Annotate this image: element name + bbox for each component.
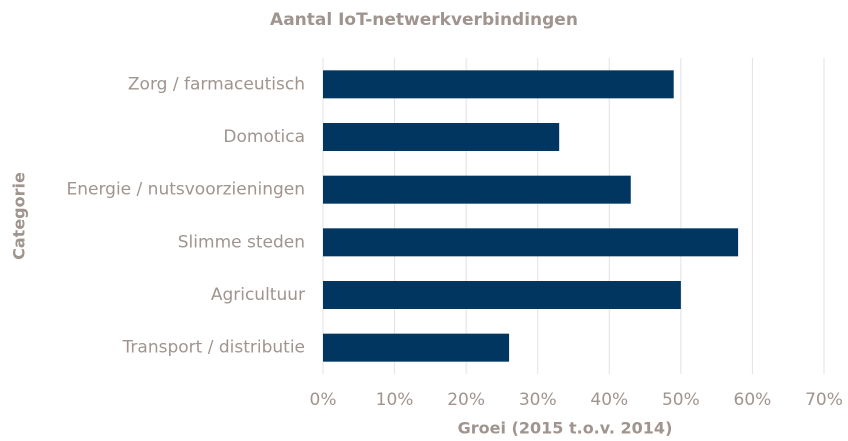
chart-title: Aantal IoT-netwerkverbindingen: [270, 10, 578, 30]
x-tick-label: 20%: [447, 390, 485, 410]
y-tick-label: Domotica: [223, 127, 305, 147]
x-axis-title: Groei (2015 t.o.v. 2014): [458, 419, 673, 438]
x-tick-label: 40%: [590, 390, 628, 410]
y-tick-label: Transport / distributie: [122, 338, 305, 358]
bar: [323, 228, 739, 257]
y-axis-title: Categorie: [10, 172, 29, 260]
y-tick-label: Zorg / farmaceutisch: [128, 74, 305, 94]
x-tick-label: 0%: [310, 390, 337, 410]
x-tick-label: 70%: [805, 390, 843, 410]
bar: [323, 70, 674, 99]
y-tick-label: Energie / nutsvoorzieningen: [67, 180, 306, 200]
bar: [323, 333, 510, 362]
y-tick-label: Slimme steden: [178, 232, 305, 252]
bar: [323, 123, 560, 151]
bar: [323, 175, 631, 204]
bar: [323, 281, 681, 309]
x-tick-label: 30%: [519, 390, 557, 410]
x-tick-label: 60%: [734, 390, 772, 410]
x-tick-label: 50%: [662, 390, 700, 410]
y-tick-label: Agricultuur: [211, 285, 305, 305]
x-tick-label: 10%: [376, 390, 414, 410]
